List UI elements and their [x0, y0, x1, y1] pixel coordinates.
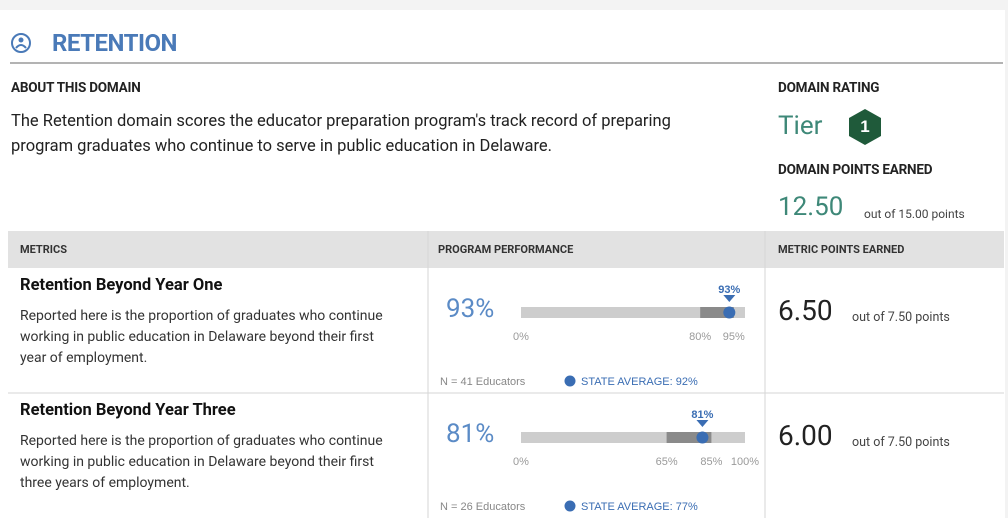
metric-description: Reported here is the proportion of gradu… — [20, 308, 383, 366]
rating-heading: DOMAIN RATING — [778, 80, 880, 96]
scale-tick-label: 85% — [700, 456, 722, 468]
points-heading: DOMAIN POINTS EARNED — [778, 162, 933, 178]
page-title: RETENTION — [52, 29, 177, 57]
state-average: STATE AVERAGE: 77% — [581, 501, 698, 513]
column-header: METRIC POINTS EARNED — [778, 243, 905, 256]
metric-points: 6.00 — [778, 419, 833, 452]
retention-icon-body — [15, 44, 27, 49]
column-header: PROGRAM PERFORMANCE — [438, 243, 574, 256]
performance-marker — [723, 306, 736, 319]
retention-icon — [11, 33, 31, 53]
performance-value: 93% — [446, 294, 495, 324]
domain-points: 12.50 — [778, 192, 844, 222]
column-header: METRICS — [20, 243, 67, 256]
performance-value: 81% — [446, 419, 495, 449]
metric-points-out-of: out of 7.50 points — [852, 435, 950, 450]
performance-pointer — [723, 295, 736, 302]
state-average-dot — [564, 500, 576, 512]
scale-tick-label: 65% — [656, 456, 678, 468]
about-text: The Retention domain scores the educator… — [11, 112, 671, 156]
domain-points-out-of: out of 15.00 points — [864, 207, 965, 221]
retention-card: 1 93% 0% 80% 95% N = 41 Educators STATE AVERA… — [0, 10, 1005, 518]
retention-icon-head — [18, 37, 24, 43]
performance-pointer-label: 93% — [718, 284, 740, 296]
performance-band — [700, 307, 734, 318]
tier-badge — [849, 109, 881, 145]
performance-track — [521, 307, 745, 318]
scale-tick-label: 80% — [689, 331, 711, 343]
table-header-band — [8, 231, 1004, 268]
metric-points-out-of: out of 7.50 points — [852, 310, 950, 325]
scale-tick-label: 95% — [723, 331, 745, 343]
educator-count: N = 26 Educators — [440, 501, 526, 513]
scale-tick-label: 100% — [731, 456, 759, 468]
state-average-dot — [564, 375, 576, 387]
performance-pointer — [696, 420, 709, 427]
about-heading: ABOUT THIS DOMAIN — [11, 80, 141, 96]
metric-points: 6.50 — [778, 294, 833, 327]
performance-marker — [696, 431, 709, 444]
scale-tick-label: 0% — [513, 331, 529, 343]
tier-number: 1 — [860, 117, 869, 136]
metric-title: Retention Beyond Year Three — [20, 401, 236, 420]
metric-title: Retention Beyond Year One — [20, 276, 223, 295]
metric-description: Reported here is the proportion of gradu… — [20, 433, 383, 491]
performance-track — [521, 432, 745, 443]
tier-label: Tier — [778, 111, 823, 141]
performance-pointer-label: 81% — [691, 409, 713, 421]
state-average: STATE AVERAGE: 92% — [581, 376, 698, 388]
performance-band — [666, 432, 712, 443]
educator-count: N = 41 Educators — [440, 376, 526, 388]
card-graphics: 1 93% 0% 80% 95% N = 41 Educators STATE AVERA… — [8, 33, 1004, 518]
scale-tick-label: 0% — [513, 456, 529, 468]
